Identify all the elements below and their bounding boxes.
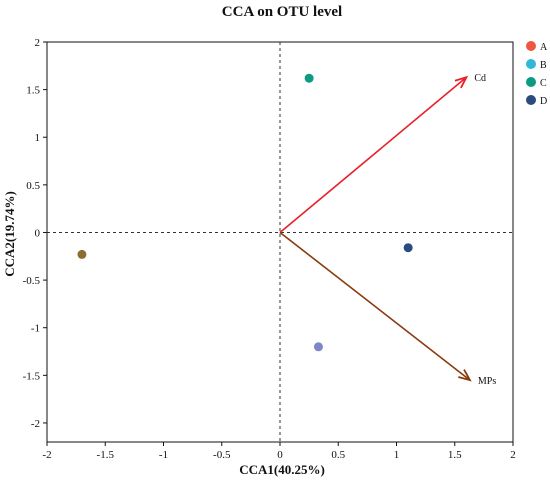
legend-marker-b	[526, 59, 536, 69]
plot-area: -2 -1.5 -1 -0.5 0 0.5 1 1.5 2 -2 -1.5 -1 -0.5 0 0.5 1 1…	[23, 37, 516, 461]
data-point	[304, 73, 314, 83]
legend-marker-d	[526, 95, 536, 105]
x-tick-label: 1	[394, 449, 400, 461]
x-tick-label: -2	[42, 449, 51, 461]
legend-label-a: A	[540, 42, 548, 53]
legend-label-b: B	[540, 60, 547, 71]
x-tick-label: -1.5	[97, 449, 115, 461]
y-tick-label: -0.5	[23, 275, 41, 287]
y-tick-label: 2	[35, 37, 41, 49]
data-point	[77, 249, 87, 259]
y-axis-label: CCA2(19.74%)	[2, 191, 17, 277]
legend-label-c: C	[540, 78, 547, 89]
arrow-line-mps	[279, 231, 471, 381]
x-tick-label: 2	[510, 449, 516, 461]
x-tick-label: -0.5	[213, 449, 231, 461]
legend-marker-c	[526, 77, 536, 87]
data-point	[403, 243, 413, 253]
y-axis-ticks: -2 -1.5 -1 -0.5 0 0.5 1 1.5 2	[23, 37, 47, 430]
y-tick-label: 0.5	[26, 180, 40, 192]
y-tick-label: 1	[35, 132, 41, 144]
legend-label-d: D	[540, 96, 547, 107]
x-tick-label: 0.5	[331, 449, 345, 461]
arrowhead-mps	[458, 369, 472, 382]
arrows-group: Cd MPs	[279, 73, 496, 387]
y-tick-label: 0	[35, 227, 41, 239]
chart-title: CCA on OTU level	[222, 4, 342, 20]
legend-marker-a	[526, 41, 536, 51]
arrowhead-cd	[454, 75, 469, 89]
y-tick-label: -2	[31, 418, 40, 430]
x-axis-label: CCA1(40.25%)	[239, 462, 325, 477]
arrow-label-cd: Cd	[474, 73, 486, 84]
x-tick-label: 0	[277, 449, 283, 461]
y-tick-label: -1.5	[23, 370, 41, 382]
y-tick-label: 1.5	[26, 85, 40, 97]
points-group	[77, 73, 413, 352]
arrow-line-cd	[279, 76, 467, 234]
arrow-label-mps: MPs	[478, 376, 496, 387]
x-axis-ticks: -2 -1.5 -1 -0.5 0 0.5 1 1.5 2	[42, 442, 516, 461]
x-tick-label: 1.5	[448, 449, 462, 461]
x-tick-label: -1	[159, 449, 168, 461]
y-tick-label: -1	[31, 323, 40, 335]
data-point	[313, 342, 323, 352]
